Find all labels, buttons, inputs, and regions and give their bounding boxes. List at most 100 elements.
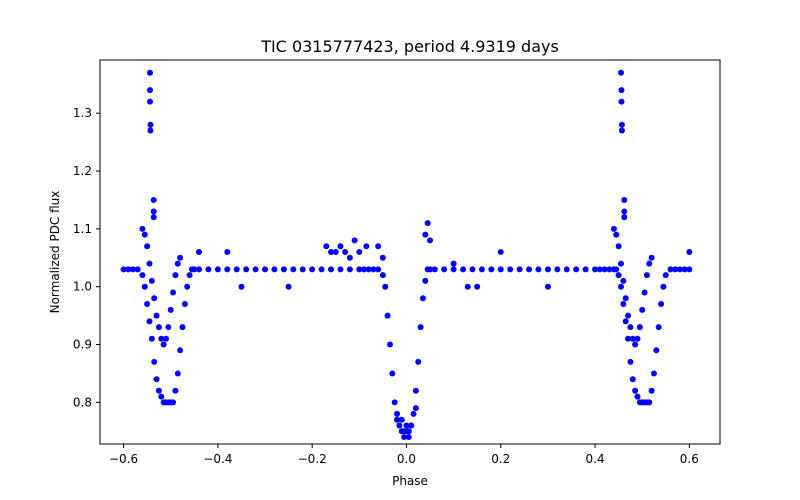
data-point [391, 399, 398, 406]
data-point [146, 98, 153, 105]
data-point [151, 358, 158, 365]
data-point [686, 249, 693, 255]
data-point [158, 335, 165, 342]
chart-title: TIC 0315777423, period 4.9319 days [260, 37, 559, 56]
data-point [646, 260, 653, 267]
data-point [643, 272, 650, 279]
data-point [196, 249, 203, 255]
x-tick-label: −0.4 [203, 452, 232, 466]
data-point [450, 266, 457, 273]
data-point [361, 266, 368, 273]
data-point [563, 266, 570, 273]
data-point [464, 283, 471, 290]
data-point [150, 208, 157, 215]
x-tick-label: −0.6 [109, 452, 138, 466]
data-point [379, 254, 386, 261]
data-point [125, 266, 132, 273]
data-point [648, 387, 655, 394]
data-point [620, 277, 627, 284]
data-point [641, 289, 648, 296]
data-point [632, 387, 639, 394]
data-point [238, 283, 245, 290]
data-point [394, 410, 401, 417]
data-point [401, 434, 408, 441]
data-point [412, 405, 419, 412]
data-point [144, 243, 151, 250]
data-point [655, 324, 662, 331]
data-point [621, 208, 628, 215]
data-point [629, 376, 636, 383]
data-point [653, 347, 660, 354]
y-tick-label: 1.0 [73, 280, 92, 294]
data-point [622, 295, 629, 302]
y-tick-label: 1.3 [73, 106, 92, 120]
data-point [328, 266, 335, 273]
data-point [134, 266, 141, 273]
y-tick-label: 1.2 [73, 164, 92, 178]
data-point [174, 260, 181, 267]
data-point [441, 266, 448, 273]
data-point [148, 277, 155, 284]
data-point [280, 266, 287, 273]
data-point [299, 266, 306, 273]
data-point [153, 312, 160, 319]
data-point [224, 249, 231, 255]
data-point [573, 266, 580, 273]
data-point [615, 272, 622, 279]
data-point [150, 214, 157, 221]
data-point [243, 266, 250, 273]
data-point [386, 341, 393, 348]
x-axis-ticks: −0.6 −0.4 −0.2 0.0 0.2 0.4 0.6 [109, 444, 699, 466]
data-point [170, 289, 177, 296]
data-point [660, 283, 667, 290]
data-point [151, 295, 158, 302]
data-point [625, 312, 632, 319]
data-point [379, 272, 386, 279]
data-point [337, 243, 344, 250]
x-tick-label: 0.0 [397, 452, 416, 466]
y-tick-label: 0.8 [73, 395, 92, 409]
data-point [177, 254, 184, 261]
data-point [356, 266, 363, 273]
data-point [648, 254, 655, 261]
data-point [622, 318, 629, 325]
data-point [167, 306, 174, 313]
data-point [384, 312, 391, 319]
data-point [130, 266, 136, 273]
data-point [601, 266, 608, 273]
x-tick-label: 0.2 [491, 452, 510, 466]
data-point [676, 266, 683, 273]
data-point [634, 393, 641, 400]
data-point [356, 249, 363, 255]
data-point [621, 196, 628, 203]
data-point [403, 422, 410, 429]
data-point [535, 266, 542, 273]
data-point [398, 416, 405, 423]
data-point [422, 277, 429, 284]
data-point [507, 266, 514, 273]
data-point [146, 318, 153, 325]
data-point [617, 283, 624, 290]
data-point [153, 376, 160, 383]
data-point [618, 87, 625, 94]
plot-frame [99, 59, 721, 445]
data-point [146, 87, 153, 94]
data-point [450, 260, 457, 267]
data-point [158, 393, 165, 400]
data-point [427, 266, 434, 273]
data-point [554, 266, 561, 273]
data-point [375, 266, 382, 273]
data-point [650, 370, 657, 377]
data-point [365, 266, 372, 273]
data-point [618, 121, 625, 128]
data-point [172, 272, 179, 279]
data-point [405, 434, 412, 441]
data-point [139, 225, 146, 232]
data-point [177, 347, 184, 354]
data-point [160, 341, 167, 348]
data-point [141, 283, 148, 290]
data-point [184, 283, 191, 290]
data-point [617, 69, 624, 76]
data-point [617, 260, 624, 267]
